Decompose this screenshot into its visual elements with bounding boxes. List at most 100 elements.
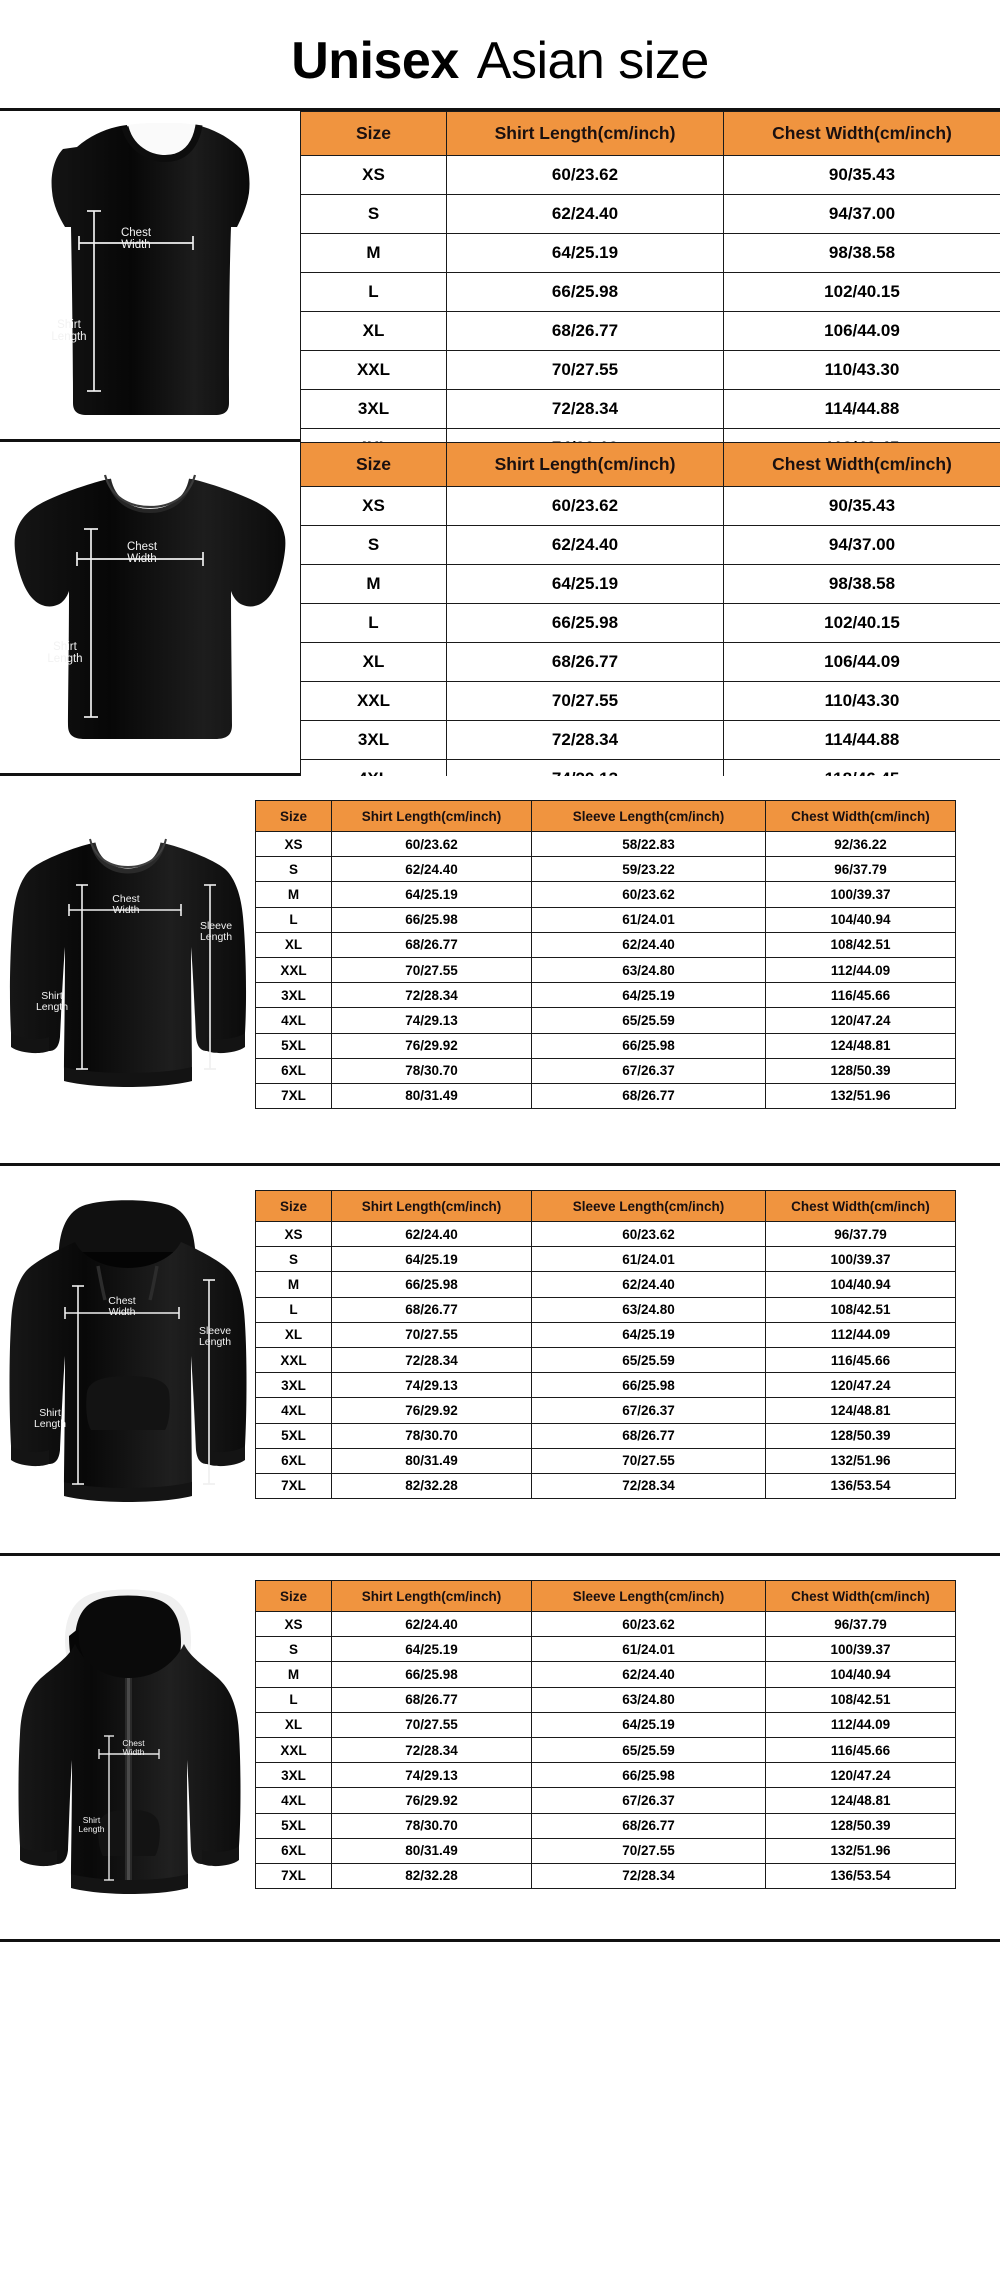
column-header-3: Chest Width(cm/inch) xyxy=(765,1580,956,1612)
size-cell: 6XL xyxy=(255,1447,332,1474)
measurement-cell: 61/24.01 xyxy=(531,1246,766,1273)
measurement-cell: 68/26.77 xyxy=(531,1082,766,1110)
measurement-cell: 104/40.94 xyxy=(765,1661,956,1688)
table-row: S 62/24.40 94/37.00 xyxy=(300,194,1000,234)
measurement-cell: 94/37.00 xyxy=(723,525,1000,565)
sweatshirt-table-wrapper: Size Shirt Length(cm/inch) Sleeve Length(c… xyxy=(255,776,1000,1110)
sweatshirt-illustration: Chest Width Shirt Length Sleeve Length xyxy=(0,776,255,1166)
measurement-cell: 64/25.19 xyxy=(331,1636,532,1663)
measurement-cell: 108/42.51 xyxy=(765,1686,956,1713)
table-row: XL 68/26.77 106/44.09 xyxy=(300,311,1000,351)
column-header-3: Chest Width(cm/inch) xyxy=(765,800,956,832)
tank-top-svg xyxy=(51,123,250,415)
section-tank-top: Chest Width Shirt Length Size Shirt Lengt… xyxy=(0,108,1000,585)
page-title-bold: Unisex xyxy=(291,32,459,90)
measurement-cell: 72/28.34 xyxy=(331,982,532,1009)
column-header-1: Shirt Length(cm/inch) xyxy=(446,442,724,487)
size-cell: L xyxy=(255,1296,332,1323)
measurement-cell: 80/31.49 xyxy=(331,1082,532,1110)
measurement-cell: 64/25.19 xyxy=(331,881,532,908)
measurement-cell: 62/24.40 xyxy=(446,194,724,234)
measurement-cell: 68/26.77 xyxy=(531,1812,766,1839)
measurement-cell: 124/48.81 xyxy=(765,1397,956,1424)
measurement-cell: 112/44.09 xyxy=(765,956,956,984)
measurement-cell: 100/39.37 xyxy=(765,881,956,908)
measurement-cell: 102/40.15 xyxy=(723,603,1000,643)
table-header-row: Size Shirt Length(cm/inch) Chest Width(cm/… xyxy=(300,442,1000,487)
measurement-cell: 128/50.39 xyxy=(765,1422,956,1449)
measurement-cell: 66/25.98 xyxy=(531,1762,766,1789)
table-head: Size Shirt Length(cm/inch) Sleeve Length(c… xyxy=(255,1190,956,1222)
table-header-row: Size Shirt Length(cm/inch) Sleeve Length(c… xyxy=(255,1190,956,1222)
table-header-row: Size Shirt Length(cm/inch) Sleeve Length(c… xyxy=(255,800,956,832)
table-row: M 66/25.98 62/24.40 104/40.94 xyxy=(255,1661,956,1688)
measurement-cell: 62/24.40 xyxy=(331,856,532,883)
table-row: 7XL 80/31.49 68/26.77 132/51.96 xyxy=(255,1082,956,1110)
table-body: XS 62/24.40 60/23.62 96/37.79 S 64/25.19 61/24… xyxy=(255,1220,956,1500)
measurement-cell: 60/23.62 xyxy=(531,881,766,908)
measurement-cell: 72/28.34 xyxy=(446,389,724,429)
column-header-0: Size xyxy=(300,111,447,156)
measurement-cell: 63/24.80 xyxy=(531,1686,766,1713)
measurement-cell: 68/26.77 xyxy=(531,1422,766,1449)
table-row: 3XL 74/29.13 66/25.98 120/47.24 xyxy=(255,1372,956,1399)
size-cell: L xyxy=(255,906,332,933)
measurement-cell: 102/40.15 xyxy=(723,272,1000,312)
measurement-cell: 60/23.62 xyxy=(331,830,532,858)
measurement-cell: 65/25.59 xyxy=(531,1736,766,1764)
t-shirt-svg xyxy=(14,474,286,739)
measurement-cell: 63/24.80 xyxy=(531,1296,766,1323)
table-row: XS 62/24.40 60/23.62 96/37.79 xyxy=(255,1220,956,1248)
column-header-2: Sleeve Length(cm/inch) xyxy=(531,1190,766,1222)
table-row: 6XL 80/31.49 70/27.55 132/51.96 xyxy=(255,1837,956,1864)
table-row: 4XL 74/29.13 65/25.59 120/47.24 xyxy=(255,1007,956,1034)
measurement-cell: 116/45.66 xyxy=(765,1346,956,1374)
measurement-cell: 68/26.77 xyxy=(331,1296,532,1323)
section-t-shirt: Chest Width Shirt Length Size Shirt Lengt… xyxy=(0,442,1000,916)
size-cell: S xyxy=(300,525,447,565)
measurement-cell: 114/44.88 xyxy=(723,720,1000,760)
table-row: 3XL 74/29.13 66/25.98 120/47.24 xyxy=(255,1762,956,1789)
size-cell: 7XL xyxy=(255,1472,332,1500)
measurement-cell: 70/27.55 xyxy=(331,1711,532,1738)
table-head: Size Shirt Length(cm/inch) Chest Width(cm/… xyxy=(300,111,1000,156)
tank-top-illustration: Chest Width Shirt Length xyxy=(0,111,300,445)
column-header-3: Chest Width(cm/inch) xyxy=(765,1190,956,1222)
size-cell: S xyxy=(255,856,332,883)
measurement-cell: 96/37.79 xyxy=(765,1610,956,1638)
measurement-cell: 66/25.98 xyxy=(331,906,532,933)
column-header-2: Chest Width(cm/inch) xyxy=(723,442,1000,487)
size-cell: XS xyxy=(255,1610,332,1638)
measurement-cell: 80/31.49 xyxy=(331,1837,532,1864)
table-row: M 64/25.19 60/23.62 100/39.37 xyxy=(255,881,956,908)
size-cell: XS xyxy=(255,1220,332,1248)
section-zip-hoodie: Chest Width Shirt Length Size Shirt Lengt… xyxy=(0,1556,1000,1942)
measurement-cell: 70/27.55 xyxy=(446,350,724,390)
size-cell: 5XL xyxy=(255,1422,332,1449)
measurement-cell: 104/40.94 xyxy=(765,1271,956,1298)
table-row: L 68/26.77 63/24.80 108/42.51 xyxy=(255,1296,956,1323)
measurement-cell: 108/42.51 xyxy=(765,1296,956,1323)
column-header-1: Shirt Length(cm/inch) xyxy=(331,800,532,832)
measurement-cell: 108/42.51 xyxy=(765,931,956,958)
table-row: S 62/24.40 59/23.22 96/37.79 xyxy=(255,856,956,883)
measurement-cell: 104/40.94 xyxy=(765,906,956,933)
column-header-2: Sleeve Length(cm/inch) xyxy=(531,800,766,832)
table-body: XS 62/24.40 60/23.62 96/37.79 S 64/25.19 61/24… xyxy=(255,1610,956,1890)
table-row: 3XL 72/28.34 114/44.88 xyxy=(300,720,1000,760)
column-header-1: Shirt Length(cm/inch) xyxy=(446,111,724,156)
page-title-regular: Asian size xyxy=(476,32,710,90)
measurement-cell: 76/29.92 xyxy=(331,1397,532,1424)
measurement-cell: 65/25.59 xyxy=(531,1007,766,1034)
measurement-cell: 72/28.34 xyxy=(531,1472,766,1500)
measurement-cell: 72/28.34 xyxy=(446,720,724,760)
size-cell: 3XL xyxy=(300,389,447,429)
measurement-cell: 98/38.58 xyxy=(723,564,1000,604)
page-title: Unisex Asian size xyxy=(0,0,1000,108)
size-cell: 3XL xyxy=(255,1762,332,1789)
measurement-cell: 136/53.54 xyxy=(765,1862,956,1890)
measurement-cell: 82/32.28 xyxy=(331,1472,532,1500)
measurement-cell: 78/30.70 xyxy=(331,1812,532,1839)
size-cell: XS xyxy=(300,155,447,195)
table-row: 5XL 76/29.92 66/25.98 124/48.81 xyxy=(255,1032,956,1059)
